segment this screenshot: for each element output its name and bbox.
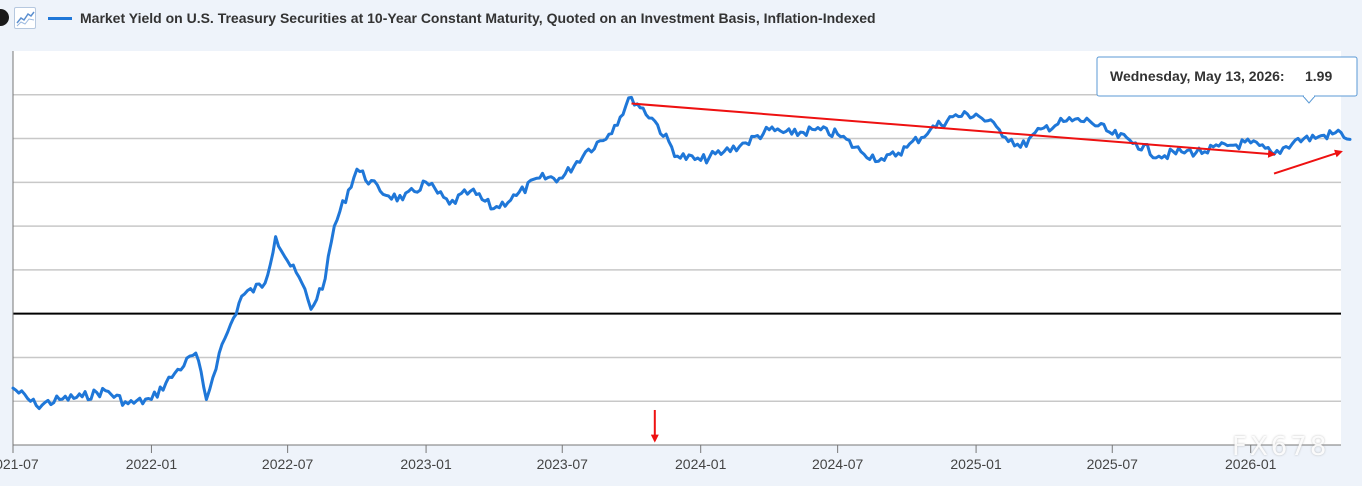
x-tick-label: 2024-01 xyxy=(675,456,727,472)
circle-icon[interactable] xyxy=(0,9,9,26)
watermark: FX678 xyxy=(1232,432,1330,462)
legend-series-label[interactable]: Market Yield on U.S. Treasury Securities… xyxy=(80,10,876,26)
x-tick-label: 2025-01 xyxy=(950,456,1002,472)
series-line[interactable] xyxy=(11,95,1352,411)
legend-swatch[interactable] xyxy=(48,17,72,20)
plot-area xyxy=(13,51,1341,445)
annotations xyxy=(631,102,1343,443)
line-chart-icon[interactable] xyxy=(14,7,36,29)
grid-lines xyxy=(13,94,1341,402)
x-tick-label: 2025-07 xyxy=(1087,456,1139,472)
tooltip-value: 1.99 xyxy=(1305,68,1332,84)
tooltip-box xyxy=(1096,56,1358,97)
x-tick-label: 2023-07 xyxy=(537,456,589,472)
trend-arrow xyxy=(631,102,1277,158)
trend-arrow xyxy=(1273,149,1343,175)
legend-bar: Market Yield on U.S. Treasury Securities… xyxy=(0,0,1362,38)
x-axis-ticks: 2021-07 2022-01 2022-07 2023-01 2023-07 2024-… xyxy=(0,445,1277,472)
x-tick-label: 2026-01 xyxy=(1225,456,1277,472)
x-tick-label: 2024-07 xyxy=(812,456,864,472)
x-tick-label: 2023-01 xyxy=(400,456,452,472)
tooltip-date: Wednesday, May 13, 2026: xyxy=(1110,68,1285,84)
x-tick-label: 2022-01 xyxy=(126,456,178,472)
tooltip: Wednesday, May 13, 2026: 1.99 xyxy=(1096,56,1358,104)
x-tick-label: 2022-07 xyxy=(262,456,314,472)
x-tick-label: 2021-07 xyxy=(0,456,39,472)
